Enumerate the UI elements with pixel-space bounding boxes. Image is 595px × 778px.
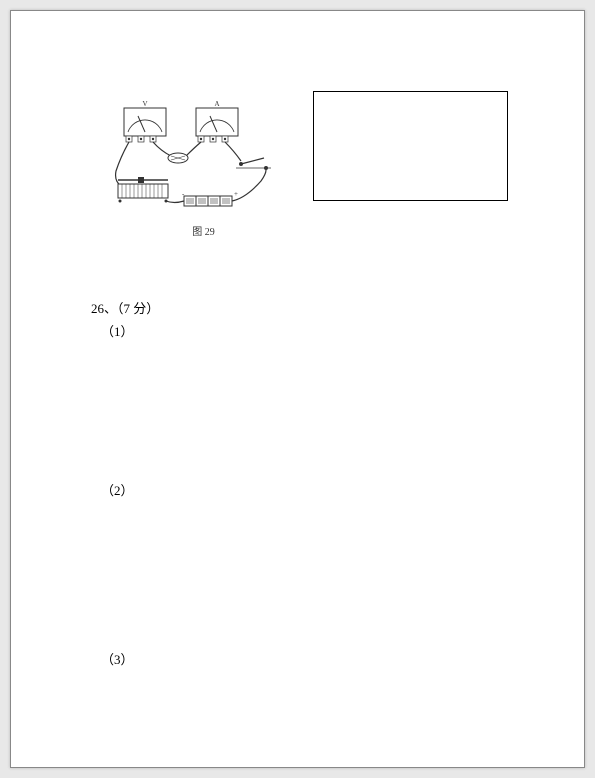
svg-text:V: V	[142, 100, 147, 108]
component-icon	[168, 153, 188, 163]
circuit-diagram: V A	[106, 86, 301, 216]
voltmeter-icon: V	[124, 100, 166, 142]
sub-part-1: （1）	[101, 321, 539, 340]
figure-caption: 图 29	[106, 223, 301, 238]
svg-text:+: +	[234, 190, 238, 198]
document-page: V A	[10, 10, 585, 768]
svg-text:A: A	[214, 100, 219, 108]
ammeter-icon: A	[196, 100, 238, 142]
figure-row: V A	[106, 86, 539, 238]
battery-icon: - +	[182, 190, 238, 206]
sub-part-2: （2）	[101, 480, 539, 499]
answer-box	[313, 91, 508, 201]
question-header: 26、（7 分）	[91, 298, 539, 317]
circuit-figure: V A	[106, 86, 301, 238]
sub-part-3: （3）	[101, 649, 539, 668]
switch-icon	[236, 158, 271, 170]
rheostat-icon	[118, 177, 168, 203]
